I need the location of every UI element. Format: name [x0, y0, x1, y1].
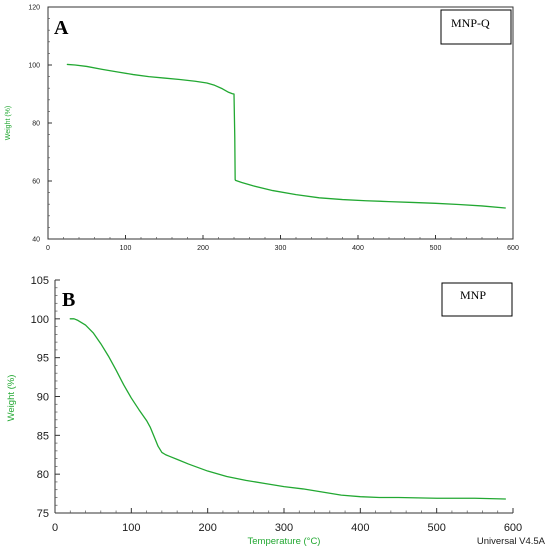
panel-a-y-tick-label: 80 — [32, 121, 40, 128]
panel-a-y-tick-label: 100 — [28, 63, 40, 70]
panel-b-y-tick-label: 105 — [31, 275, 49, 287]
panel-a-y-tick-label: 40 — [32, 237, 40, 244]
panel-b-footer-text: Universal V4.5A — [477, 536, 546, 547]
panel-b-label: B — [62, 289, 75, 311]
panel-b-y-tick-label: 100 — [31, 314, 49, 326]
panel-a-y-tick-label: 60 — [32, 179, 40, 186]
panel-b-x-tick-label: 300 — [275, 522, 293, 534]
panel-b-y-tick-label: 95 — [37, 353, 49, 365]
panel-a-x-tick-label: 200 — [197, 245, 209, 252]
panel-a-x-tick-label: 500 — [430, 245, 442, 252]
panel-b-legend-box — [441, 282, 513, 317]
panel-a-x-tick-label: 600 — [507, 245, 519, 252]
panel-a-x-tick-label: 0 — [46, 245, 50, 252]
panel-b-ticks — [54, 279, 514, 514]
panel-b-x-tick-label: 500 — [428, 522, 446, 534]
panel-b-x-tick-label: 400 — [351, 522, 369, 534]
panel-a-ticks — [47, 6, 514, 240]
panel-a-mnp-q-curve — [66, 63, 506, 209]
panel-b-x-tick-label: 0 — [52, 522, 58, 534]
panel-b-y-tick-label: 75 — [37, 508, 49, 520]
panel-b-chart: 0 100 200 300 400 500 600 75 80 85 90 95… — [6, 275, 546, 547]
panel-a-chart: 0 100 200 300 400 500 600 40 60 80 100 1… — [5, 5, 519, 253]
panel-b-x-tick-label: 600 — [504, 522, 522, 534]
panel-a-x-tick-label: 400 — [352, 245, 364, 252]
panel-b-x-axis-label: Temperature (°C) — [248, 536, 321, 547]
panel-a-legend-text: MNP-Q — [451, 16, 490, 30]
panel-a-label: A — [54, 17, 69, 39]
panel-a-legend-box — [440, 9, 512, 45]
panel-b-legend-text: MNP — [460, 288, 486, 302]
panel-b-y-tick-labels: 75 80 85 90 95 100 105 — [31, 275, 49, 520]
panel-b-x-tick-labels: 0 100 200 300 400 500 600 — [52, 522, 522, 534]
panel-a-y-axis-label: Weight (%) — [5, 106, 12, 141]
panel-b-y-axis-label: Weight (%) — [6, 375, 17, 422]
panel-a-y-tick-labels: 40 60 80 100 120 — [28, 5, 40, 244]
panel-b-y-tick-label: 85 — [37, 430, 49, 442]
panel-a-x-tick-label: 100 — [120, 245, 132, 252]
panel-b-mnp-curve — [69, 318, 507, 500]
panel-b-x-tick-label: 200 — [199, 522, 217, 534]
panel-a-x-tick-label: 300 — [275, 245, 287, 252]
panel-b-y-tick-label: 90 — [37, 392, 49, 404]
panel-b-y-tick-label: 80 — [37, 469, 49, 481]
panel-a-x-tick-labels: 0 100 200 300 400 500 600 — [46, 245, 519, 252]
panel-b-x-tick-label: 100 — [122, 522, 140, 534]
panel-a-y-tick-label: 120 — [28, 5, 40, 12]
